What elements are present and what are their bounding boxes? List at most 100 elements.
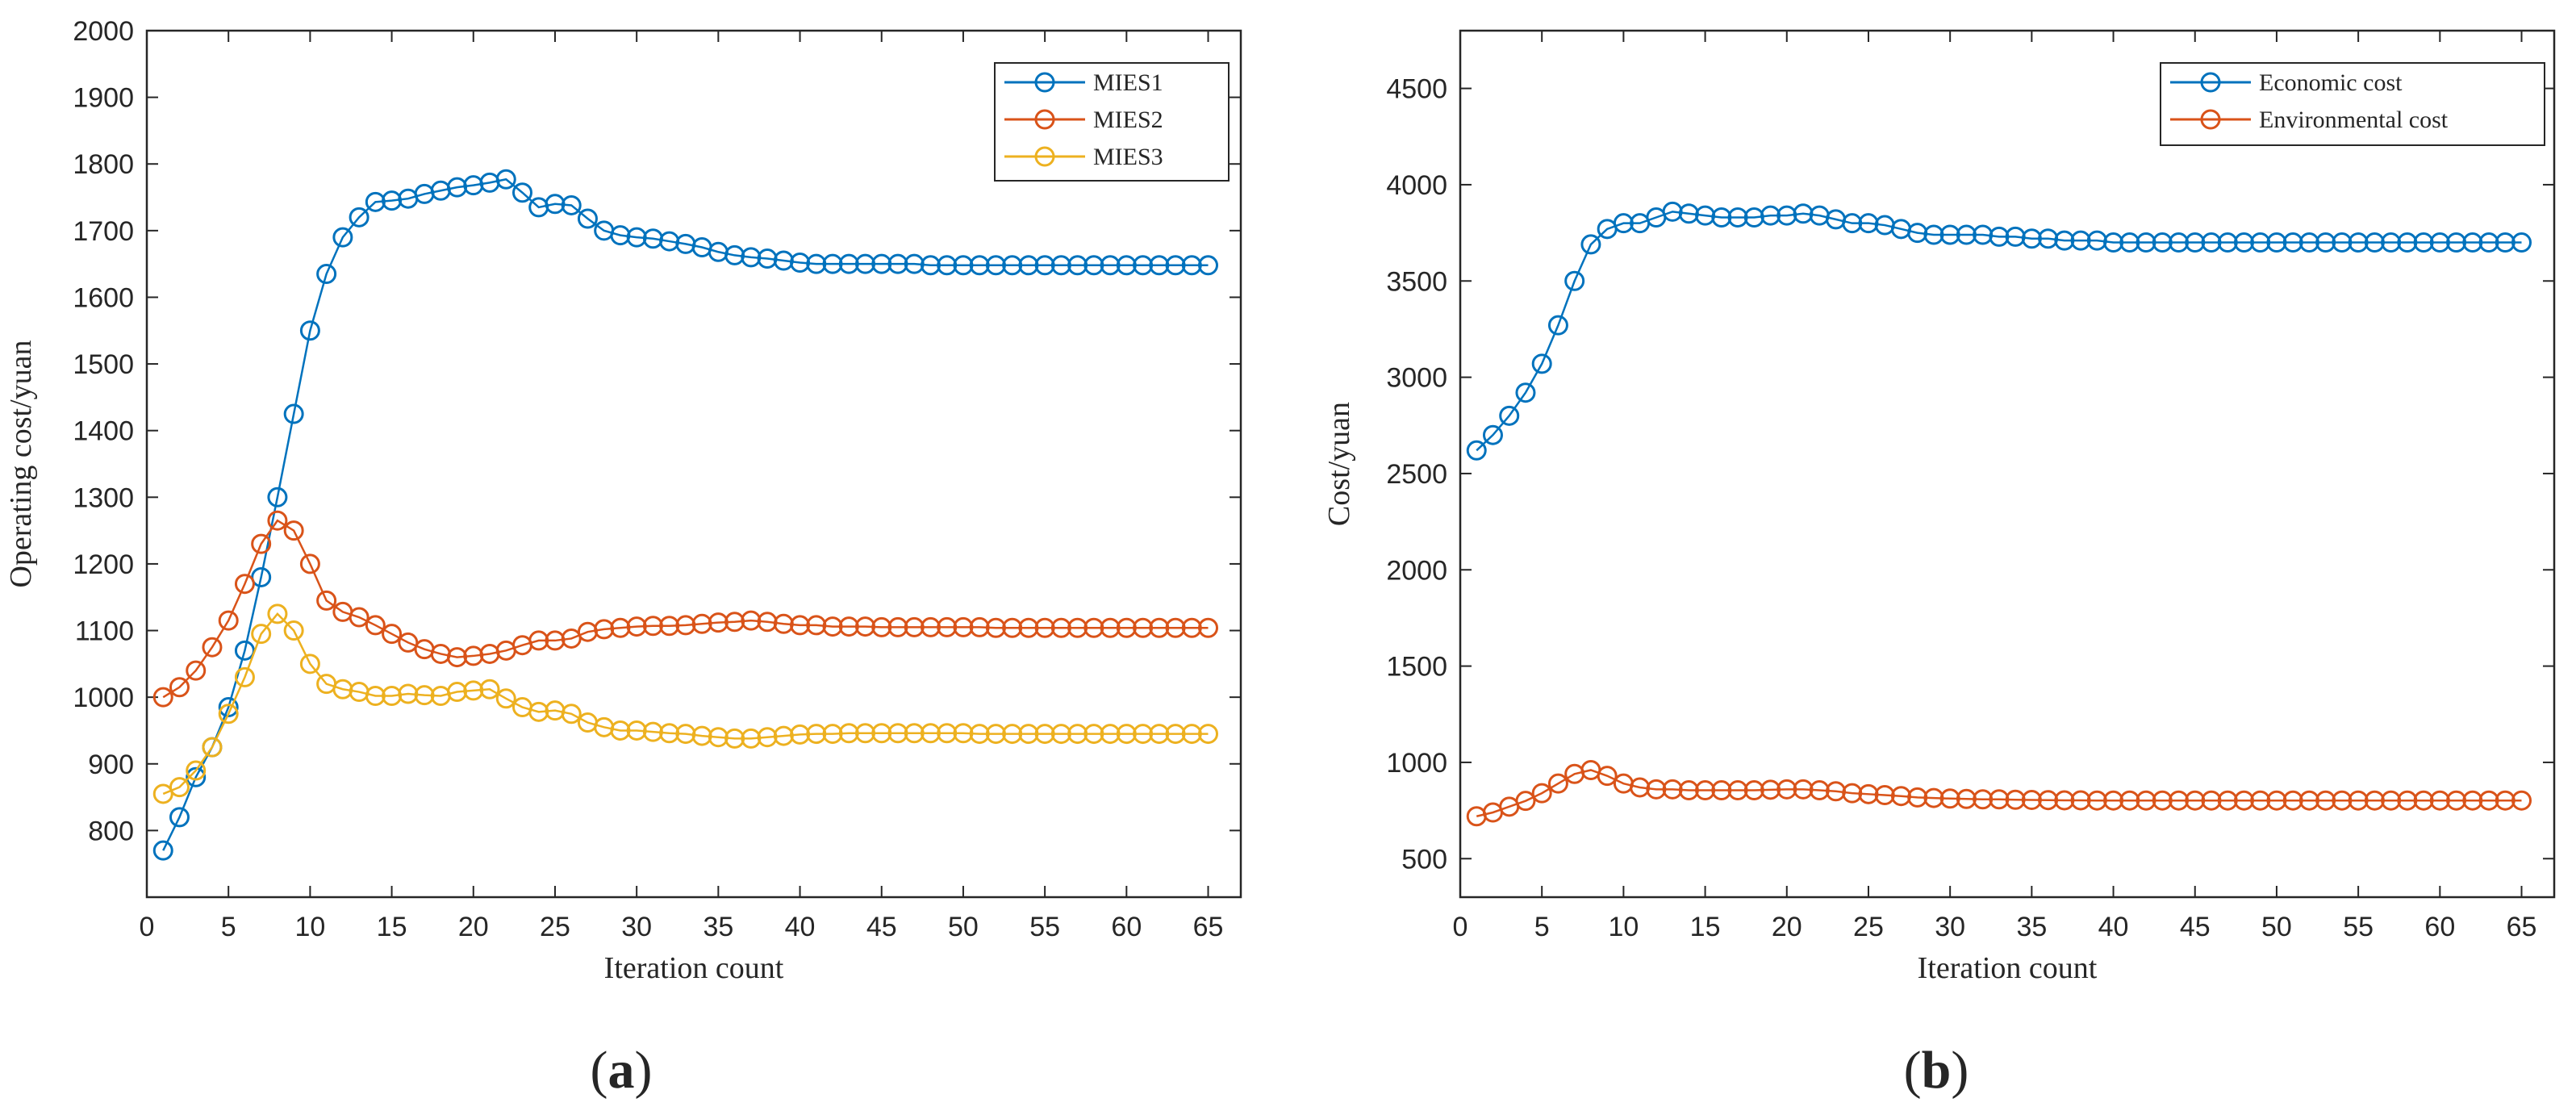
data-point: [1695, 780, 1716, 801]
data-point: [1662, 779, 1683, 800]
data-point: [1181, 617, 1202, 638]
y-axis-label: Operating cost/yuan: [4, 340, 38, 587]
data-point: [1067, 724, 1088, 745]
series-line-mies2: [162, 519, 1209, 699]
data-point: [267, 603, 288, 624]
data-point: [2136, 790, 2156, 811]
data-point: [1116, 724, 1137, 745]
data-point: [741, 610, 762, 631]
data-point: [1874, 785, 1895, 806]
data-point: [741, 728, 762, 749]
x-tick-label: 30: [621, 912, 652, 942]
data-point: [1597, 766, 1618, 787]
legend-label: MIES3: [1093, 144, 1163, 170]
data-point: [1181, 255, 1202, 276]
data-point: [1116, 255, 1137, 276]
data-point: [806, 615, 827, 636]
data-point: [218, 610, 239, 631]
data-point: [953, 723, 974, 744]
data-point: [2446, 790, 2467, 811]
data-point: [1547, 773, 1568, 794]
data-point: [1116, 617, 1137, 638]
data-point: [365, 686, 386, 707]
data-point: [2021, 228, 2042, 249]
x-tick-label: 30: [1935, 912, 1965, 942]
data-point: [283, 520, 304, 541]
x-tick-label: 25: [1853, 912, 1884, 942]
data-point: [1842, 783, 1863, 804]
data-point: [708, 727, 729, 748]
data-point: [1149, 724, 1170, 745]
x-axis-label: Iteration count: [604, 951, 784, 985]
data-point: [152, 840, 173, 861]
data-point: [2364, 790, 2385, 811]
data-point: [234, 574, 255, 595]
data-point: [1149, 255, 1170, 276]
data-point: [2054, 230, 2075, 251]
data-point: [610, 720, 631, 741]
data-point: [1727, 780, 1748, 801]
data-point: [186, 766, 207, 787]
data-point: [463, 680, 484, 701]
data-point: [2413, 232, 2434, 253]
data-point: [299, 654, 320, 674]
data-point: [1842, 213, 1863, 234]
data-point: [642, 616, 663, 637]
data-point: [724, 612, 745, 633]
data-point: [2462, 790, 2483, 811]
data-point: [691, 725, 712, 746]
data-point: [1002, 255, 1023, 276]
data-point: [234, 640, 255, 661]
data-point: [626, 616, 647, 637]
data-point: [1973, 789, 1994, 810]
data-point: [1018, 255, 1039, 276]
legend-marker: [1034, 72, 1055, 93]
data-point: [2298, 790, 2319, 811]
chart-panel-a: 0 5 10 15 20 25 30 35 40 45 50 55 60 65 800 900 1000 1100…: [4, 16, 1242, 1100]
data-point: [2315, 232, 2336, 253]
data-point: [1083, 617, 1104, 638]
data-point: [594, 619, 615, 640]
data-point: [985, 724, 1006, 745]
data-point: [822, 253, 843, 274]
y-tick-label: 1100: [75, 616, 134, 647]
x-tick-label: 0: [140, 912, 155, 942]
data-point: [2332, 790, 2353, 811]
data-point: [920, 616, 941, 637]
data-point: [299, 553, 320, 574]
data-point: [332, 227, 353, 248]
data-point: [1531, 783, 1552, 804]
data-point: [2119, 790, 2140, 811]
data-point: [186, 760, 207, 781]
data-point: [561, 194, 582, 215]
data-point: [659, 616, 680, 637]
data-point: [2282, 790, 2303, 811]
data-point: [1580, 234, 1601, 255]
y-tick-label: 4500: [1386, 74, 1447, 105]
data-point: [1050, 724, 1071, 745]
data-point: [2511, 232, 2532, 253]
data-point: [822, 724, 843, 745]
data-point: [2315, 790, 2336, 811]
x-tick-label: 20: [1772, 912, 1802, 942]
x-tick-label: 5: [221, 912, 236, 942]
data-point: [1083, 255, 1104, 276]
data-point: [2348, 790, 2369, 811]
chart-panel-b: 0 5 10 15 20 25 30 35 40 45 50 55 60 65 500 1000 1500 200…: [1322, 29, 2556, 1100]
x-tick-label: 35: [2016, 912, 2047, 942]
data-point: [969, 724, 990, 745]
legend-label: MIES2: [1093, 106, 1163, 133]
data-point: [708, 612, 729, 633]
data-point: [724, 728, 745, 749]
data-point: [1939, 788, 1960, 809]
data-point: [1034, 617, 1055, 638]
x-tick-label: 55: [2343, 912, 2374, 942]
data-point: [234, 666, 255, 687]
y-tick-label: 1400: [73, 416, 134, 447]
data-point: [790, 615, 811, 636]
panel-letter: b: [1922, 1041, 1952, 1100]
y-tick-label: 800: [88, 816, 134, 846]
data-point: [495, 169, 516, 190]
data-point: [1133, 617, 1154, 638]
